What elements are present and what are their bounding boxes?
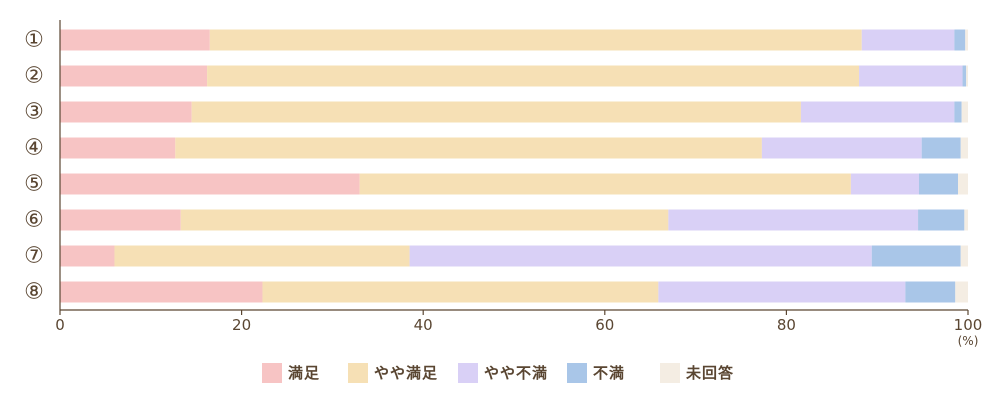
bar-segment-3-4 <box>954 101 962 123</box>
bar-segment-4-1 <box>60 137 176 159</box>
legend-label-1: 満足 <box>288 364 320 382</box>
legend-swatch-5 <box>660 363 680 383</box>
bar-segment-8-3 <box>658 281 906 303</box>
category-label-6: ⑥ <box>24 208 44 233</box>
legend-label-4: 不満 <box>593 364 625 382</box>
bar-segment-6-2 <box>180 209 669 231</box>
x-tick-label-60: 60 <box>595 316 614 334</box>
bar-segment-1-2 <box>209 29 862 51</box>
bar-segment-4-3 <box>761 137 922 159</box>
bar-segment-3-5 <box>961 101 968 123</box>
category-label-4: ④ <box>24 136 44 161</box>
bar-segment-3-3 <box>800 101 955 123</box>
bar-segment-1-4 <box>954 29 966 51</box>
bar-segment-5-1 <box>60 173 360 195</box>
legend-swatch-1 <box>262 363 282 383</box>
bar-segment-3-2 <box>191 101 801 123</box>
x-tick-label-100: 100 <box>954 316 983 334</box>
bar-segment-2-4 <box>962 65 967 87</box>
bar-segment-2-1 <box>60 65 208 87</box>
bar-segment-2-3 <box>859 65 963 87</box>
category-label-5: ⑤ <box>24 172 44 197</box>
bar-segment-1-5 <box>965 29 968 51</box>
bar-segment-2-2 <box>207 65 860 87</box>
bar-segment-7-1 <box>60 245 115 267</box>
legend-label-5: 未回答 <box>685 364 734 382</box>
legend-swatch-3 <box>458 363 478 383</box>
bar-segment-7-2 <box>114 245 410 267</box>
bar-segment-6-3 <box>668 209 919 231</box>
bar-segment-7-3 <box>409 245 872 267</box>
bar-segment-1-1 <box>60 29 210 51</box>
bar-segment-2-5 <box>966 65 968 87</box>
x-tick-label-20: 20 <box>232 316 251 334</box>
category-label-2: ② <box>24 64 44 89</box>
category-label-1: ① <box>24 28 44 53</box>
x-tick-label-0: 0 <box>55 316 65 334</box>
bar-segment-4-5 <box>960 137 968 159</box>
x-axis-unit: (%) <box>958 334 979 348</box>
legend-label-2: やや満足 <box>374 364 438 382</box>
bar-segment-6-1 <box>60 209 181 231</box>
bar-segment-6-4 <box>918 209 965 231</box>
legend-label-3: やや不満 <box>484 364 548 382</box>
category-label-8: ⑧ <box>24 280 44 305</box>
bar-segment-3-1 <box>60 101 192 123</box>
bar-segment-8-5 <box>955 281 968 303</box>
category-label-3: ③ <box>24 100 44 125</box>
bar-segment-5-5 <box>958 173 968 195</box>
bar-segment-8-2 <box>262 281 659 303</box>
bars-layer <box>60 29 968 303</box>
bar-segment-5-3 <box>850 173 919 195</box>
bar-segment-6-5 <box>964 209 968 231</box>
bar-segment-7-4 <box>871 245 961 267</box>
bar-segment-8-4 <box>905 281 956 303</box>
bar-segment-1-3 <box>861 29 955 51</box>
legend: 満足 やや満足 やや不満 不満 未回答 <box>262 363 734 383</box>
category-label-7: ⑦ <box>24 244 44 269</box>
bar-segment-8-1 <box>60 281 263 303</box>
bar-segment-5-4 <box>918 173 959 195</box>
x-tick-label-80: 80 <box>777 316 796 334</box>
bar-segment-7-5 <box>960 245 968 267</box>
axes-layer: ① ② ③ ④ ⑤ ⑥ ⑦ ⑧0 20 40 60 80 100(%) <box>24 20 982 348</box>
bar-segment-4-4 <box>921 137 961 159</box>
legend-swatch-4 <box>567 363 587 383</box>
legend-swatch-2 <box>348 363 368 383</box>
bar-segment-4-2 <box>175 137 762 159</box>
bar-segment-5-2 <box>359 173 851 195</box>
x-tick-label-40: 40 <box>414 316 433 334</box>
